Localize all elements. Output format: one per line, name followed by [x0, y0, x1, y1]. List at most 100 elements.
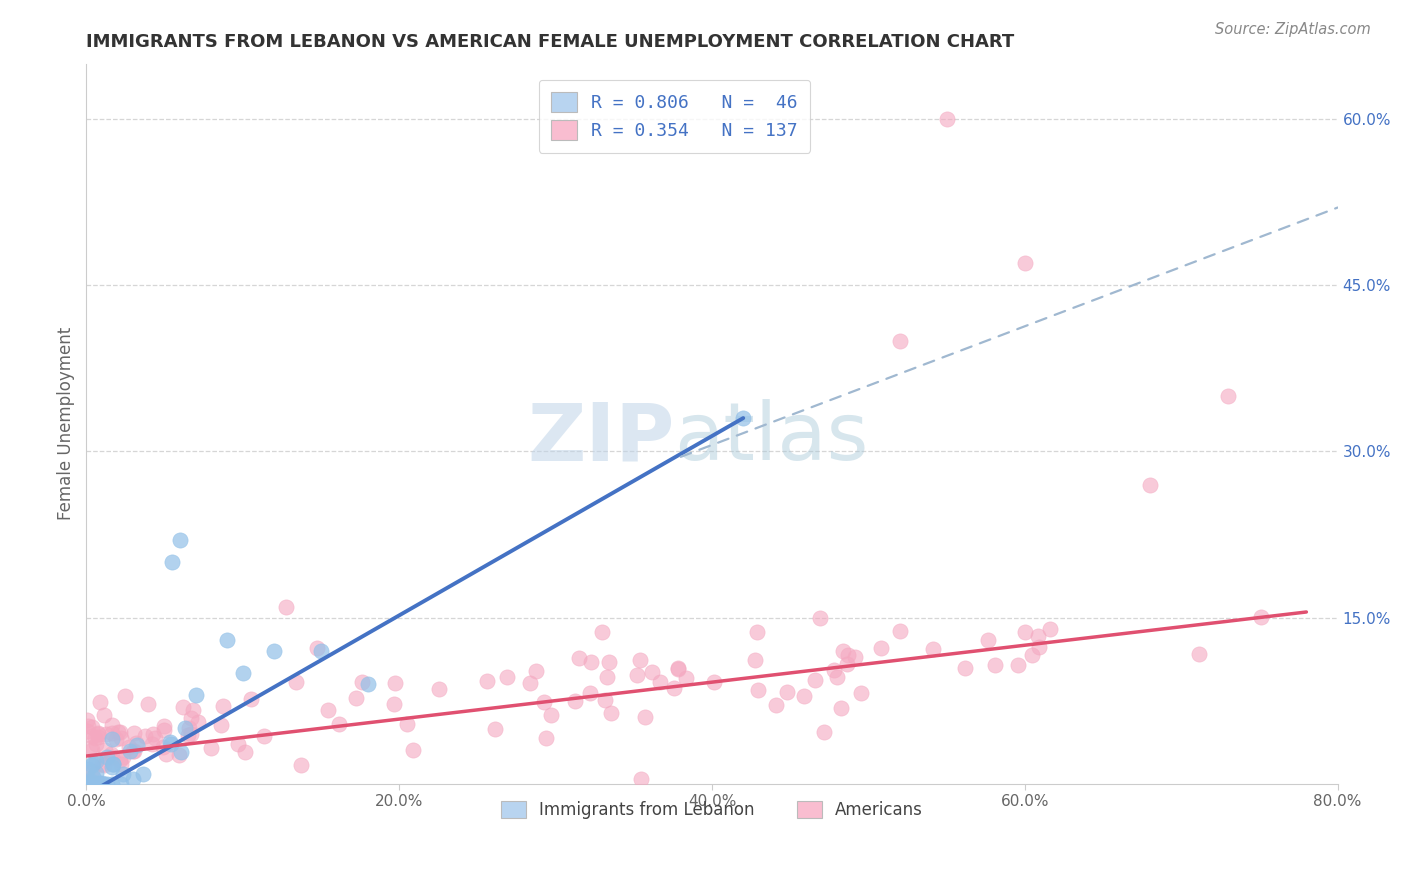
Point — [80, 777, 103, 791]
Point — [641, 665, 664, 680]
Point — [350, 675, 373, 690]
Point — [82, 743, 104, 757]
Point — [596, 670, 619, 684]
Point — [810, 610, 832, 624]
Point — [122, 744, 145, 758]
Point — [889, 624, 911, 639]
Point — [122, 744, 145, 758]
Point — [167, 747, 190, 762]
Point — [239, 692, 262, 706]
Point — [745, 624, 768, 639]
Point — [110, 731, 132, 745]
Point — [540, 708, 562, 723]
Point — [89, 776, 111, 790]
Point — [155, 747, 177, 762]
Point — [76, 723, 98, 738]
Point — [108, 753, 131, 767]
Point — [215, 632, 238, 647]
Point — [86, 777, 108, 791]
Point — [581, 656, 603, 670]
Point — [835, 657, 858, 671]
Point — [141, 737, 163, 751]
Point — [844, 649, 866, 664]
Point — [384, 675, 406, 690]
Point — [953, 661, 976, 675]
Point — [226, 737, 249, 751]
Point — [1250, 610, 1272, 624]
Point — [111, 750, 134, 764]
Point — [122, 726, 145, 740]
Point — [976, 632, 998, 647]
Point — [101, 717, 124, 731]
Point — [94, 727, 117, 741]
Point — [344, 691, 367, 706]
Point — [80, 774, 103, 789]
Point — [110, 757, 132, 772]
Point — [159, 735, 181, 749]
Point — [121, 772, 143, 786]
Point — [169, 533, 191, 547]
Point — [93, 777, 115, 791]
Point — [284, 675, 307, 690]
Point — [263, 644, 285, 658]
Point — [118, 740, 141, 755]
Point — [832, 644, 855, 658]
Point — [935, 112, 957, 126]
Point — [80, 775, 103, 789]
Point — [180, 711, 202, 725]
Point — [395, 716, 418, 731]
Point — [534, 731, 557, 745]
Point — [114, 689, 136, 703]
Point — [110, 777, 132, 791]
Point — [76, 714, 98, 728]
Point — [125, 738, 148, 752]
Point — [162, 555, 184, 569]
Point — [93, 707, 115, 722]
Point — [825, 670, 848, 684]
Point — [152, 719, 174, 733]
Point — [184, 688, 207, 702]
Point — [200, 741, 222, 756]
Point — [519, 675, 541, 690]
Point — [77, 762, 100, 776]
Text: ZIP: ZIP — [527, 399, 675, 477]
Point — [84, 766, 107, 780]
Point — [136, 697, 159, 711]
Point — [568, 651, 591, 665]
Point — [823, 663, 845, 677]
Point — [79, 740, 101, 755]
Point — [105, 731, 128, 746]
Point — [80, 729, 103, 743]
Point — [382, 698, 405, 712]
Legend: Immigrants from Lebanon, Americans: Immigrants from Lebanon, Americans — [495, 794, 929, 826]
Point — [134, 729, 156, 743]
Point — [152, 723, 174, 738]
Point — [666, 661, 689, 675]
Point — [1021, 648, 1043, 662]
Point — [600, 706, 623, 720]
Point — [91, 757, 114, 772]
Point — [79, 777, 101, 791]
Point — [357, 677, 380, 691]
Point — [477, 674, 499, 689]
Text: Source: ZipAtlas.com: Source: ZipAtlas.com — [1215, 22, 1371, 37]
Point — [96, 750, 118, 764]
Point — [290, 757, 312, 772]
Point — [76, 719, 98, 733]
Point — [233, 745, 256, 759]
Point — [803, 673, 825, 687]
Point — [87, 727, 110, 741]
Point — [187, 714, 209, 729]
Point — [1139, 477, 1161, 491]
Text: IMMIGRANTS FROM LEBANON VS AMERICAN FEMALE UNEMPLOYMENT CORRELATION CHART: IMMIGRANTS FROM LEBANON VS AMERICAN FEMA… — [86, 33, 1015, 51]
Point — [107, 725, 129, 739]
Point — [177, 728, 200, 742]
Point — [648, 674, 671, 689]
Point — [849, 686, 872, 700]
Point — [83, 731, 105, 745]
Point — [402, 743, 425, 757]
Point — [578, 685, 600, 699]
Point — [101, 757, 124, 772]
Point — [1028, 640, 1050, 655]
Point — [160, 737, 183, 751]
